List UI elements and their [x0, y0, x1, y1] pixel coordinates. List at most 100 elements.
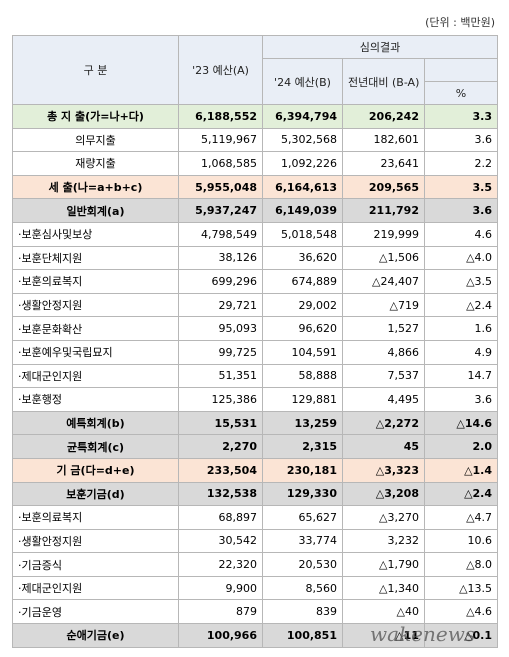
table-row: 일반회계(a) 5,937,247 6,149,039 211,792 3.6 — [12, 198, 499, 223]
cell-value: 38,126 — [178, 245, 263, 271]
table-row: ·보훈문화확산 95,093 96,620 1,527 1.6 — [12, 316, 499, 341]
row-label: ·보훈심사및보상 — [12, 221, 179, 247]
cell-value: △40 — [342, 599, 425, 625]
cell-value: 674,889 — [262, 269, 343, 294]
cell-value: 233,504 — [178, 457, 263, 483]
cell-value: 15,531 — [178, 410, 263, 436]
table-row: 의무지출 5,119,967 5,302,568 182,601 3.6 — [12, 127, 499, 153]
header-prev: '23 예산(A) — [178, 35, 263, 105]
cell-value: 132,538 — [178, 481, 263, 507]
table-row: ·제대군인지원 9,900 8,560 △1,340 △13.5 — [12, 575, 499, 601]
cell-value: 5,018,548 — [262, 221, 343, 247]
cell-value: △1.4 — [423, 457, 499, 483]
cell-value: 2,315 — [262, 434, 343, 459]
row-label: ·기금증식 — [12, 552, 179, 577]
cell-value: △3.5 — [423, 269, 499, 294]
cell-value: 230,181 — [262, 457, 343, 483]
cell-value: 1,092,226 — [262, 151, 343, 176]
cell-value: 9,900 — [178, 575, 263, 601]
row-label: 순애기금(e) — [12, 623, 179, 648]
cell-value: 68,897 — [178, 505, 263, 530]
row-label: ·생활안정지원 — [12, 528, 179, 554]
row-label: ·보훈단체지원 — [12, 245, 179, 271]
cell-value: 1,527 — [342, 316, 425, 341]
cell-value: 23,641 — [342, 151, 425, 176]
cell-value: △0.1 — [423, 623, 499, 648]
row-label: ·제대군인지원 — [12, 363, 179, 389]
cell-value: △2.4 — [423, 292, 499, 318]
cell-value: 8,560 — [262, 575, 343, 601]
header-pct: % — [423, 81, 499, 105]
cell-value: 4.9 — [423, 339, 499, 365]
cell-value: 2.2 — [423, 151, 499, 176]
row-label: 보훈기금(d) — [12, 481, 179, 507]
row-label: 의무지출 — [12, 127, 179, 153]
cell-value: 5,302,568 — [262, 127, 343, 153]
table-row: ·보훈예우및국립묘지 99,725 104,591 4,866 4.9 — [12, 339, 499, 365]
table-row: ·보훈행정 125,386 129,881 4,495 3.6 — [12, 387, 499, 412]
cell-value: △3,323 — [342, 457, 425, 483]
cell-value: 182,601 — [342, 127, 425, 153]
table-row: 보훈기금(d) 132,538 129,330 △3,208 △2.4 — [12, 481, 499, 507]
cell-value: △1,340 — [342, 575, 425, 601]
cell-value: 129,330 — [262, 481, 343, 507]
table-row: 재량지출 1,068,585 1,092,226 23,641 2.2 — [12, 151, 499, 176]
cell-value: 96,620 — [262, 316, 343, 341]
cell-value: 3,232 — [342, 528, 425, 554]
row-label: ·보훈문화확산 — [12, 316, 179, 341]
cell-value: 20,530 — [262, 552, 343, 577]
cell-value: △2.4 — [423, 481, 499, 507]
cell-value: 4.6 — [423, 221, 499, 247]
cell-value: 100,851 — [262, 623, 343, 648]
row-label: ·보훈행정 — [12, 387, 179, 412]
cell-value: 33,774 — [262, 528, 343, 554]
cell-value: 29,721 — [178, 292, 263, 318]
unit-note: (단위 : 백만원) — [425, 16, 495, 29]
table-row: ·생활안정지원 29,721 29,002 △719 △2.4 — [12, 292, 499, 318]
table-row: ·보훈의료복지 68,897 65,627 △3,270 △4.7 — [12, 505, 499, 530]
table-row: ·보훈심사및보상 4,798,549 5,018,548 219,999 4.6 — [12, 221, 499, 247]
cell-value: △14.6 — [423, 410, 499, 436]
cell-value: 3.3 — [423, 104, 499, 129]
budget-table: 구 분 '23 예산(A) 심의결과 '24 예산(B) 전년대비 (B-A) … — [12, 35, 499, 648]
cell-value: △3,270 — [342, 505, 425, 530]
cell-value: △2,272 — [342, 410, 425, 436]
row-label: ·생활안정지원 — [12, 292, 179, 318]
cell-value: 5,119,967 — [178, 127, 263, 153]
cell-value: 4,866 — [342, 339, 425, 365]
cell-value: 3.6 — [423, 198, 499, 223]
table-row: ·제대군인지원 51,351 58,888 7,537 14.7 — [12, 363, 499, 389]
table-row: ·보훈단체지원 38,126 36,620 △1,506 △4.0 — [12, 245, 499, 271]
row-label: 세 출(나=a+b+c) — [12, 174, 179, 200]
cell-value: 104,591 — [262, 339, 343, 365]
row-label: ·제대군인지원 — [12, 575, 179, 601]
cell-value: 4,495 — [342, 387, 425, 412]
cell-value: △1,790 — [342, 552, 425, 577]
cell-value: △719 — [342, 292, 425, 318]
cell-value: 45 — [342, 434, 425, 459]
row-label: 일반회계(a) — [12, 198, 179, 223]
table-row: 세 출(나=a+b+c) 5,955,048 6,164,613 209,565 3.5 — [12, 174, 499, 200]
cell-value: 2.0 — [423, 434, 499, 459]
cell-value: △24,407 — [342, 269, 425, 294]
table-row: 기 금(다=d+e) 233,504 230,181 △3,323 △1.4 — [12, 457, 499, 483]
table-row: 예특회계(b) 15,531 13,259 △2,272 △14.6 — [12, 410, 499, 436]
table-row: ·보훈의료복지 699,296 674,889 △24,407 △3.5 — [12, 269, 499, 294]
cell-value: 65,627 — [262, 505, 343, 530]
cell-value: 51,351 — [178, 363, 263, 389]
cell-value: 3.5 — [423, 174, 499, 200]
cell-value: 209,565 — [342, 174, 425, 200]
cell-value: 99,725 — [178, 339, 263, 365]
cell-value: △4.0 — [423, 245, 499, 271]
header-empty — [423, 58, 499, 82]
cell-value: 6,394,794 — [262, 104, 343, 129]
cell-value: △11 — [342, 623, 425, 648]
cell-value: 13,259 — [262, 410, 343, 436]
cell-value: △3,208 — [342, 481, 425, 507]
header-diff: 전년대비 (B-A) — [342, 58, 425, 105]
row-label: ·보훈의료복지 — [12, 505, 179, 530]
cell-value: 100,966 — [178, 623, 263, 648]
cell-value: △8.0 — [423, 552, 499, 577]
cell-value: 22,320 — [178, 552, 263, 577]
